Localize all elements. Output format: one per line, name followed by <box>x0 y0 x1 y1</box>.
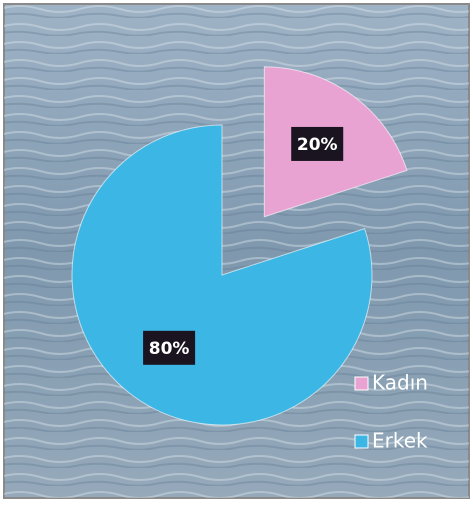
legend-swatch <box>354 434 369 449</box>
data-label-box <box>291 126 344 161</box>
data-label: 20% <box>297 135 338 155</box>
data-label-box <box>143 330 196 365</box>
legend-label: Erkek <box>372 429 428 453</box>
legend-swatch <box>354 376 369 391</box>
legend-label: Kadın <box>372 371 428 395</box>
data-label: 80% <box>149 339 190 359</box>
